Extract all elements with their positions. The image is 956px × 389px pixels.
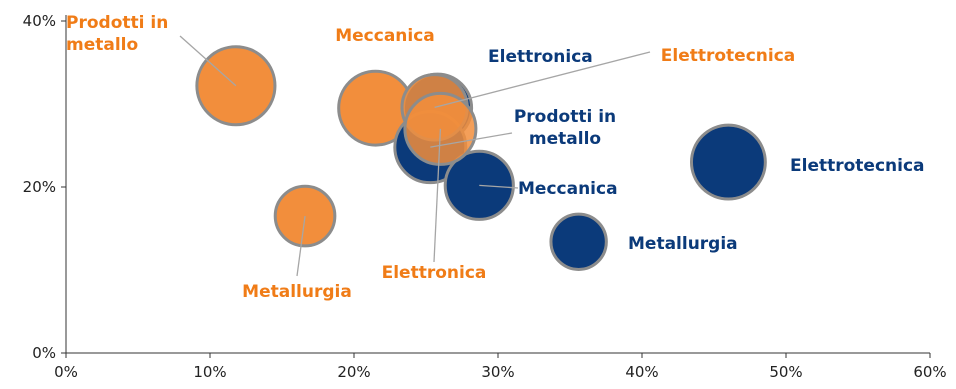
y-tick-label: 40% (23, 12, 56, 30)
x-tick-label: 50% (769, 363, 802, 381)
x-tick-label: 40% (625, 363, 658, 381)
bubble-point (689, 123, 767, 201)
data-label: Metallurgia (628, 234, 738, 254)
leader-line (434, 51, 651, 108)
data-label: Prodotti in metallo (66, 13, 168, 55)
data-label: Meccanica (335, 26, 435, 46)
x-tick-label: 60% (913, 363, 946, 381)
leader-line (479, 184, 519, 189)
data-label: Elettronica (382, 263, 487, 283)
leader-line (433, 128, 442, 263)
x-tick-label: 10% (193, 363, 226, 381)
data-label: Prodotti in metallo (514, 107, 616, 149)
x-tick-label: 30% (481, 363, 514, 381)
data-label: Metallurgia (242, 282, 352, 302)
leader-line (179, 35, 237, 87)
y-tick-label: 0% (32, 344, 56, 362)
data-label: Elettrotecnica (790, 156, 925, 176)
data-label: Elettrotecnica (661, 46, 796, 66)
x-tick-label: 0% (54, 363, 78, 381)
bubble-point (549, 212, 608, 271)
leader-line (296, 215, 306, 277)
data-label: Meccanica (518, 179, 618, 199)
y-tick-label: 20% (23, 178, 56, 196)
leader-line (430, 132, 513, 148)
x-tick-label: 20% (337, 363, 370, 381)
data-label: Elettronica (488, 47, 593, 67)
